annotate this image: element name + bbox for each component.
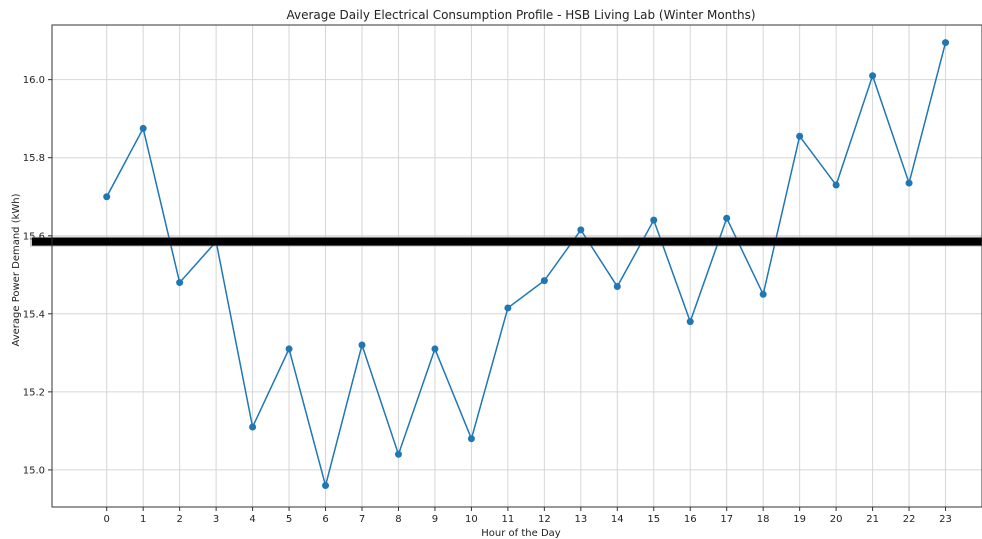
data-point — [358, 341, 366, 349]
x-tick-label: 6 — [322, 514, 328, 525]
data-point — [249, 423, 257, 431]
y-tick-label: 15.2 — [23, 387, 45, 398]
x-tick-label: 2 — [176, 514, 182, 525]
data-point — [832, 181, 840, 189]
x-tick-label: 19 — [793, 514, 806, 525]
data-point — [322, 482, 330, 490]
series-line — [106, 42, 947, 489]
x-tick-label: 17 — [720, 514, 733, 525]
data-point — [723, 214, 731, 222]
y-tick-label: 15.6 — [23, 231, 45, 242]
x-tick-label: 20 — [830, 514, 843, 525]
reference-line — [30, 236, 982, 247]
x-tick-label: 9 — [432, 514, 438, 525]
x-tick-label: 13 — [574, 514, 587, 525]
x-tick-label: 1 — [140, 514, 146, 525]
x-tick-label: 22 — [903, 514, 916, 525]
x-tick-label: 21 — [866, 514, 879, 525]
data-point — [613, 282, 621, 290]
x-tick-label: 5 — [286, 514, 292, 525]
x-axis-label: Hour of the Day — [481, 528, 561, 539]
data-point — [577, 226, 585, 234]
y-tick-label: 15.4 — [23, 309, 45, 320]
x-tick-label: 8 — [395, 514, 401, 525]
x-tick-label: 11 — [502, 514, 515, 525]
data-point — [394, 450, 402, 458]
x-tick-label: 18 — [757, 514, 770, 525]
x-tick-label: 15 — [647, 514, 660, 525]
data-point — [103, 193, 111, 201]
data-point — [285, 345, 293, 353]
series — [103, 39, 950, 490]
data-point — [540, 277, 548, 285]
data-point — [467, 435, 475, 443]
x-tick-label: 3 — [213, 514, 219, 525]
axis-ticks: 0 1 2 3 4 5 6 7 8 9 10 11 12 13 14 15 16 17 18 19 20 21 22 2315… — [23, 75, 952, 525]
data-point — [139, 124, 147, 132]
x-tick-label: 23 — [939, 514, 952, 525]
plot-frame — [51, 24, 982, 508]
data-point — [504, 304, 512, 312]
x-tick-label: 14 — [611, 514, 624, 525]
x-tick-label: 12 — [538, 514, 551, 525]
data-point — [686, 318, 694, 326]
y-tick-label: 15.0 — [23, 465, 45, 476]
data-point — [869, 72, 877, 80]
data-point — [759, 290, 767, 298]
data-point — [905, 179, 913, 187]
chart-title: Average Daily Electrical Consumption Pro… — [286, 8, 755, 22]
data-point — [176, 279, 184, 287]
x-tick-label: 0 — [104, 514, 110, 525]
data-point — [650, 216, 658, 224]
data-point — [796, 132, 804, 140]
y-tick-label: 15.8 — [23, 153, 45, 164]
data-point — [431, 345, 439, 353]
x-tick-label: 7 — [359, 514, 365, 525]
y-tick-label: 16.0 — [23, 75, 45, 86]
x-tick-label: 16 — [684, 514, 697, 525]
data-point — [942, 39, 950, 47]
grid — [52, 25, 982, 507]
x-tick-label: 10 — [465, 514, 478, 525]
x-tick-label: 4 — [249, 514, 255, 525]
reference-line-bar — [32, 237, 982, 246]
y-axis-label: Average Power Demand (kWh) — [11, 193, 22, 346]
